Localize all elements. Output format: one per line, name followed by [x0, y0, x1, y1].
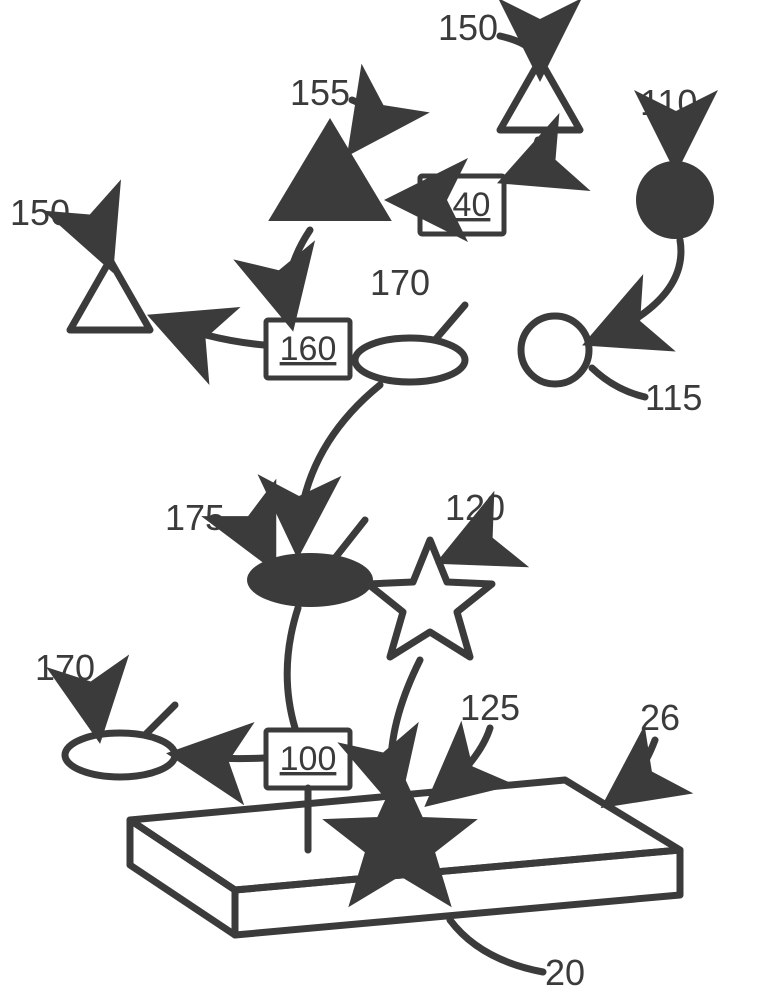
arrow-110-to-115 — [595, 240, 681, 340]
svg-text:26: 26 — [640, 697, 680, 738]
leader-150-left: 150 — [10, 192, 108, 260]
leader-20: 20 — [450, 920, 585, 993]
svg-text:115: 115 — [645, 377, 702, 418]
box-100: 100 — [266, 730, 350, 850]
svg-text:20: 20 — [545, 952, 585, 993]
arrow-160-to-150left — [160, 320, 264, 345]
triangle-155 — [270, 120, 390, 220]
box-140: 140 — [420, 176, 504, 234]
svg-text:170: 170 — [370, 262, 430, 303]
leader-125: 125 — [435, 687, 520, 798]
svg-text:110: 110 — [640, 82, 697, 123]
leader-170-ll: 170 — [35, 647, 98, 730]
svg-text:125: 125 — [460, 687, 520, 728]
arrow-150-to-140 — [510, 140, 538, 178]
label-140: 140 — [434, 186, 491, 224]
arrow-175-to-100 — [287, 608, 298, 728]
figure-diagram: 140 160 100 — [0, 0, 778, 1000]
leader-150-top: 150 — [438, 7, 540, 68]
leader-170-upper: 170 — [370, 262, 430, 303]
leader-175: 175 — [165, 497, 270, 560]
svg-text:175: 175 — [165, 497, 225, 538]
leader-120: 120 — [445, 487, 505, 558]
leader-115: 115 — [592, 368, 702, 418]
leader-26: 26 — [612, 697, 680, 800]
ellipse-170-lower-left — [65, 705, 175, 777]
box-160: 160 — [266, 320, 350, 378]
star-120 — [368, 540, 492, 657]
triangle-150-left — [70, 260, 150, 330]
arrow-155-to-160 — [288, 230, 311, 318]
svg-text:120: 120 — [445, 487, 505, 528]
svg-text:150: 150 — [10, 192, 70, 233]
ellipse-175 — [248, 520, 372, 606]
svg-text:155: 155 — [290, 72, 350, 113]
label-160: 160 — [280, 330, 337, 368]
arrow-100-to-170ll — [180, 755, 264, 759]
circle-115 — [521, 316, 589, 384]
svg-text:150: 150 — [438, 7, 498, 48]
label-100: 100 — [280, 740, 337, 778]
svg-text:170: 170 — [35, 647, 95, 688]
ellipse-170-upper — [355, 305, 465, 382]
circle-110 — [637, 162, 713, 238]
leader-110: 110 — [640, 82, 697, 160]
